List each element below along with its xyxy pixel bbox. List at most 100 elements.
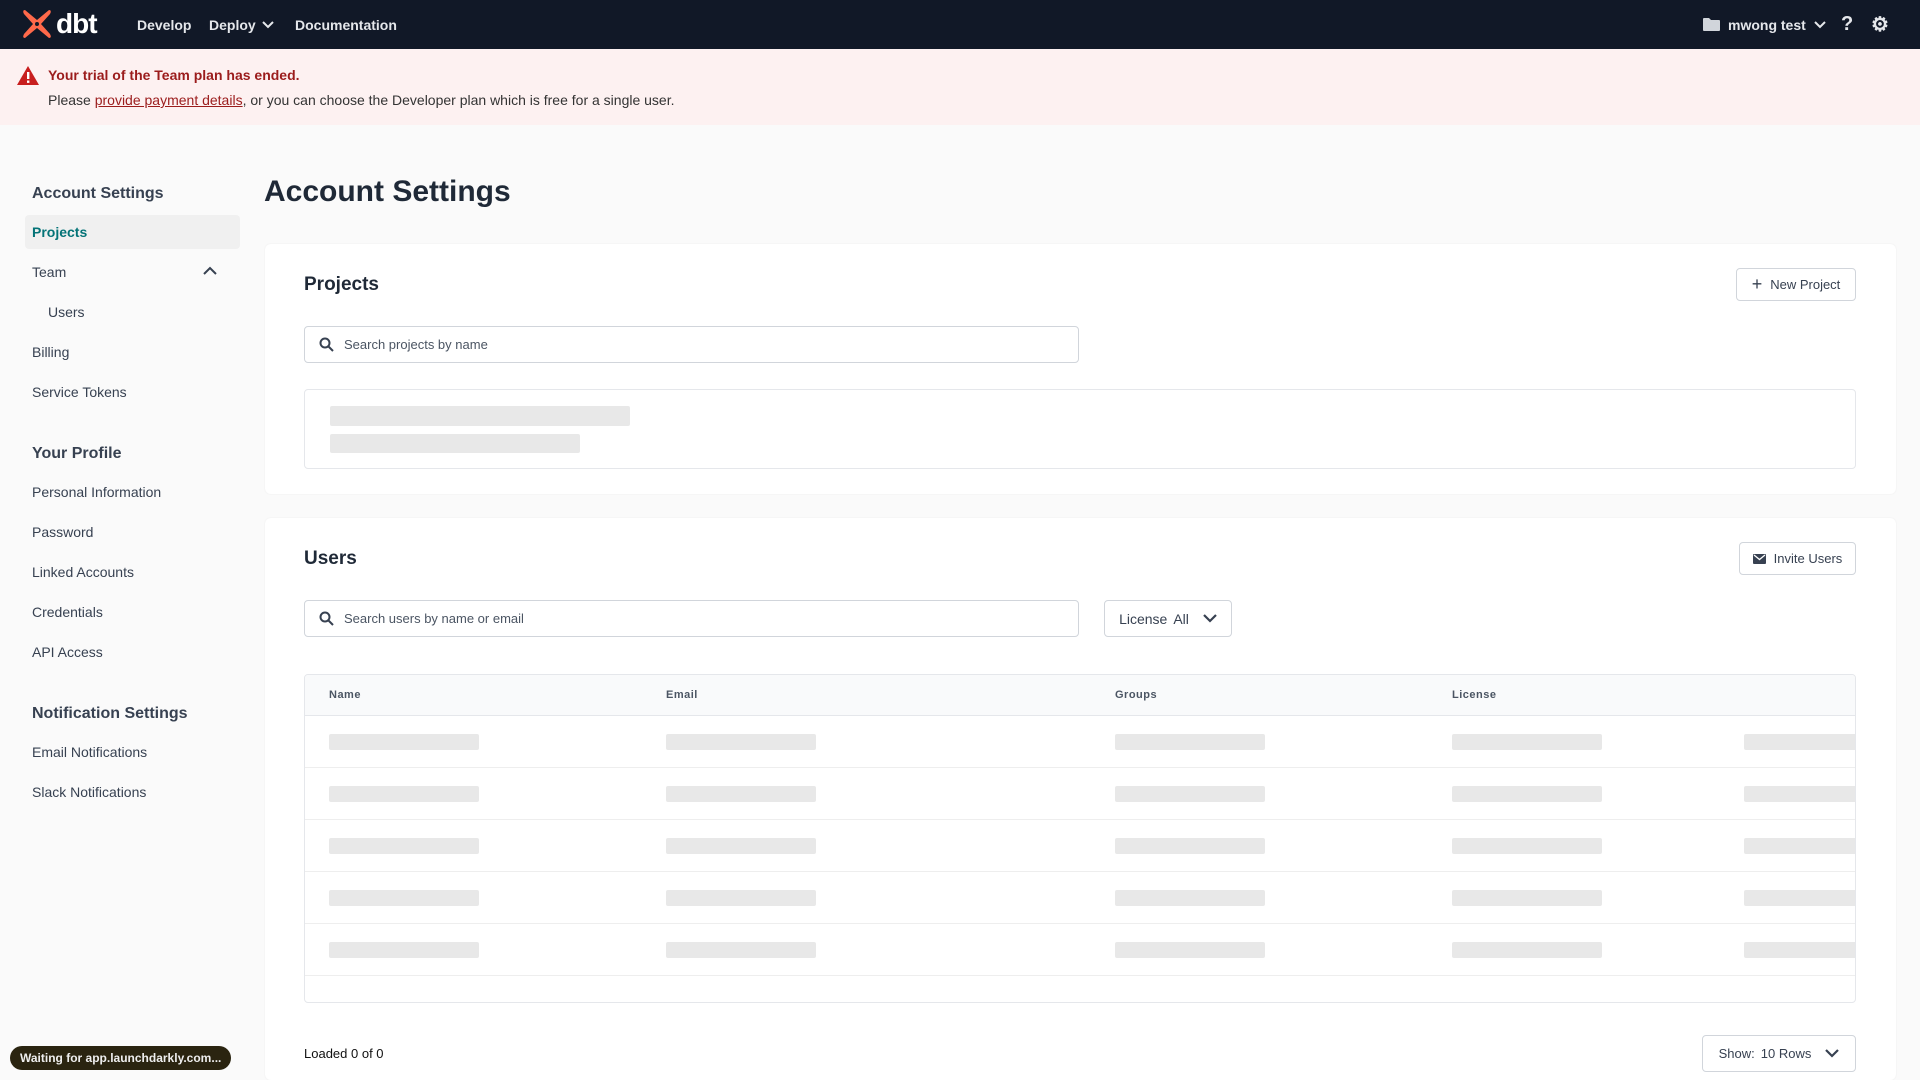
rows-per-page-value: 10 Rows [1760, 1046, 1812, 1061]
sidebar-heading-profile: Your Profile [32, 445, 122, 462]
users-search[interactable] [304, 600, 1079, 637]
chevron-down-icon [261, 20, 274, 28]
nav-documentation-label: Documentation [295, 16, 397, 33]
skeleton-cell [1744, 734, 1855, 750]
projects-title: Projects [304, 274, 379, 295]
chevron-down-icon [1203, 614, 1217, 623]
skeleton-cell [329, 838, 479, 854]
skeleton-cell [1115, 734, 1265, 750]
skeleton-cell [1744, 890, 1855, 906]
column-header-name[interactable]: Name [329, 689, 361, 701]
sidebar-item-personal-information[interactable]: Personal Information [32, 484, 162, 500]
skeleton-cell [666, 786, 816, 802]
search-icon [319, 337, 334, 352]
skeleton-cell [666, 734, 816, 750]
table-header: Name Email Groups License [305, 675, 1855, 716]
page-title: Account Settings [264, 175, 511, 208]
column-header-license[interactable]: License [1452, 689, 1497, 701]
sidebar-item-team[interactable]: Team [32, 264, 217, 280]
sidebar-item-service-tokens[interactable]: Service Tokens [32, 384, 127, 400]
top-nav-bar: dbt Develop Deploy Documentation mwong t… [0, 0, 1920, 49]
users-search-input[interactable] [344, 611, 1044, 626]
sidebar-item-billing[interactable]: Billing [32, 344, 70, 360]
users-title: Users [304, 548, 357, 569]
invite-users-button[interactable]: Invite Users [1739, 542, 1856, 575]
skeleton-cell [1452, 942, 1602, 958]
license-filter-label: License [1119, 610, 1168, 627]
sidebar-item-password[interactable]: Password [32, 524, 94, 540]
skeleton-cell [1115, 838, 1265, 854]
skeleton-cell [1452, 734, 1602, 750]
trial-ended-banner: Your trial of the Team plan has ended. P… [0, 49, 1920, 125]
search-icon [319, 611, 334, 626]
skeleton-cell [329, 734, 479, 750]
plus-icon: + [1751, 274, 1763, 294]
warning-icon [17, 66, 39, 85]
sidebar: Account Settings Projects Team Users Bil… [0, 125, 263, 1080]
skeleton-cell [1452, 890, 1602, 906]
skeleton-cell [329, 786, 479, 802]
skeleton-cell [1744, 786, 1855, 802]
skeleton-cell [1115, 890, 1265, 906]
sidebar-item-email-notifications[interactable]: Email Notifications [32, 744, 148, 760]
nav-develop-label: Develop [137, 16, 192, 33]
rows-per-page-label: Show: [1718, 1046, 1755, 1061]
project-name: mwong test [1728, 16, 1806, 33]
banner-title: Your trial of the Team plan has ended. [48, 67, 300, 83]
skeleton-cell [1744, 838, 1855, 854]
table-row [305, 924, 1855, 976]
projects-list-loading [304, 389, 1856, 469]
users-table: Name Email Groups License [304, 674, 1856, 1003]
chevron-up-icon[interactable] [203, 266, 217, 275]
nav-deploy[interactable]: Deploy [209, 0, 274, 49]
skeleton-cell [666, 838, 816, 854]
banner-suffix: , or you can choose the Developer plan w… [242, 92, 675, 108]
sidebar-heading-account: Account Settings [32, 185, 164, 202]
table-row [305, 872, 1855, 924]
dbt-logo[interactable]: dbt [22, 8, 98, 40]
nav-deploy-label: Deploy [209, 16, 256, 33]
envelope-icon [1752, 553, 1766, 564]
projects-search-input[interactable] [344, 337, 1044, 352]
folder-icon [1703, 18, 1720, 31]
chevron-down-icon [1825, 1049, 1840, 1058]
skeleton-bar [330, 406, 630, 426]
sidebar-item-api-access[interactable]: API Access [32, 644, 103, 660]
column-header-groups[interactable]: Groups [1115, 689, 1158, 701]
column-header-email[interactable]: Email [666, 689, 698, 701]
skeleton-bar [330, 434, 580, 453]
sidebar-item-team-label: Team [32, 264, 67, 280]
skeleton-cell [666, 890, 816, 906]
help-icon[interactable]: ? [1841, 13, 1854, 35]
chevron-down-icon [1814, 20, 1826, 28]
invite-users-label: Invite Users [1773, 551, 1843, 566]
gear-icon[interactable]: ⚙ [1871, 14, 1889, 36]
sidebar-item-projects[interactable]: Projects [25, 215, 240, 249]
payment-details-link[interactable]: provide payment details [94, 92, 243, 108]
skeleton-cell [329, 942, 479, 958]
new-project-label: New Project [1770, 277, 1841, 292]
skeleton-cell [329, 890, 479, 906]
skeleton-cell [1744, 942, 1855, 958]
browser-status-toast: Waiting for app.launchdarkly.com... [10, 1046, 232, 1070]
sidebar-item-users[interactable]: Users [48, 304, 85, 320]
sidebar-heading-notifications: Notification Settings [32, 705, 188, 722]
license-filter-dropdown[interactable]: License All [1104, 600, 1232, 637]
sidebar-item-linked-accounts[interactable]: Linked Accounts [32, 564, 134, 580]
skeleton-cell [1115, 786, 1265, 802]
dbt-logo-icon [23, 10, 51, 38]
rows-per-page-dropdown[interactable]: Show: 10 Rows [1702, 1035, 1856, 1072]
new-project-button[interactable]: + New Project [1736, 268, 1856, 301]
table-row [305, 768, 1855, 820]
skeleton-cell [1115, 942, 1265, 958]
sidebar-item-credentials[interactable]: Credentials [32, 604, 103, 620]
nav-documentation[interactable]: Documentation [295, 0, 397, 49]
table-row [305, 820, 1855, 872]
skeleton-cell [666, 942, 816, 958]
nav-develop[interactable]: Develop [137, 0, 191, 49]
project-switcher[interactable]: mwong test [1703, 0, 1826, 49]
skeleton-cell [1452, 786, 1602, 802]
projects-search[interactable] [304, 326, 1079, 363]
table-row [305, 716, 1855, 768]
sidebar-item-slack-notifications[interactable]: Slack Notifications [32, 784, 147, 800]
